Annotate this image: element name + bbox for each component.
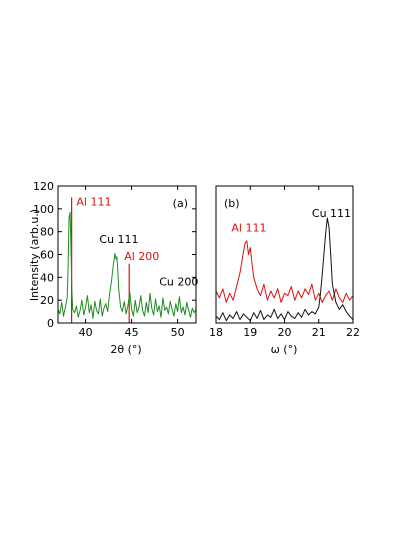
ylabel: Intensity (arb.u.) (28, 209, 41, 301)
y-tick-label: 100 (33, 203, 54, 216)
x-tick-label: 50 (171, 326, 185, 339)
x-tick-label: 22 (346, 326, 360, 339)
series-line (216, 217, 353, 322)
xlabel: 2θ (°) (110, 343, 141, 356)
peak-annotation: Cu 111 (312, 207, 351, 220)
x-tick-label: 20 (278, 326, 292, 339)
x-tick-label: 21 (312, 326, 326, 339)
panel-a: Intensity (arb.u.) 2θ (°) (a) 40 45 50 0 20 4… (28, 180, 198, 356)
y-tick-label: 60 (40, 249, 54, 262)
y-tick-label: 40 (40, 271, 54, 284)
y-tick-label: 0 (47, 317, 54, 330)
x-tick-label: 19 (243, 326, 257, 339)
x-tick-label: 45 (125, 326, 139, 339)
x-tick-label: 18 (209, 326, 223, 339)
panel-label: (a) (173, 197, 188, 210)
peak-annotation: Al 111 (76, 195, 111, 208)
series-line (216, 240, 353, 303)
y-tick-label: 20 (40, 294, 54, 307)
plot-area (58, 197, 196, 323)
panel-label: (b) (224, 197, 240, 210)
peak-annotation: Cu 200 (159, 275, 198, 288)
xlabel: ω (°) (271, 343, 298, 356)
y-tick-label: 120 (33, 180, 54, 193)
peak-annotation: Al 111 (231, 222, 266, 235)
peak-annotation: Cu 111 (99, 233, 138, 246)
peak-annotation: Al 200 (124, 250, 159, 263)
series-line (58, 211, 196, 319)
plot-area (216, 217, 353, 322)
y-tick-label: 80 (40, 226, 54, 239)
x-tick-label: 40 (79, 326, 93, 339)
panel-b: ω (°) (b) 18 19 20 21 22 Al 111 Cu 111 (209, 185, 360, 356)
